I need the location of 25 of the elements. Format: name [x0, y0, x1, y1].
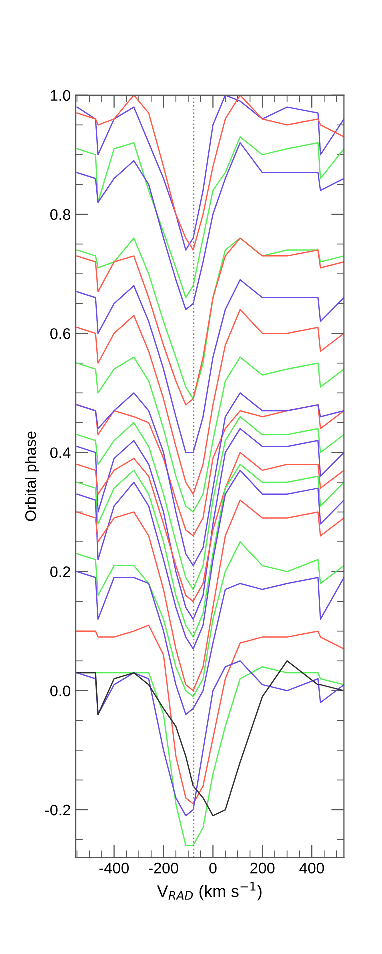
line-series — [76, 500, 344, 692]
line-series — [76, 660, 344, 817]
y-tick-label: 0.6 — [50, 328, 70, 340]
line-series — [76, 571, 344, 716]
x-tick-label: 400 — [300, 862, 324, 874]
line-series — [76, 356, 344, 513]
line-series — [76, 416, 344, 590]
line-series — [76, 279, 344, 454]
line-series — [76, 624, 344, 805]
line-series — [76, 392, 344, 566]
x-tick-label: 0 — [210, 862, 217, 874]
line-series — [76, 452, 344, 602]
y-axis-title: Orbital phase — [25, 432, 40, 522]
y-tick-label: 0.4 — [50, 448, 71, 458]
x-tick-label: -200 — [149, 862, 178, 874]
x-tick-label: -400 — [100, 862, 130, 874]
y-tick-label: 1.0 — [51, 90, 71, 102]
y-tick-label: 0.8 — [50, 209, 70, 220]
line-series — [76, 309, 344, 496]
x-axis-title: V$_{RAD}$ (km s$^{−1}$) — [157, 882, 262, 901]
y-tick-label: 0.0 — [50, 686, 71, 697]
y-tick-label: 0.2 — [50, 566, 70, 578]
y-tick-label: -0.2 — [46, 804, 70, 816]
x-tick-label: 200 — [250, 862, 275, 874]
line-series — [76, 541, 344, 698]
